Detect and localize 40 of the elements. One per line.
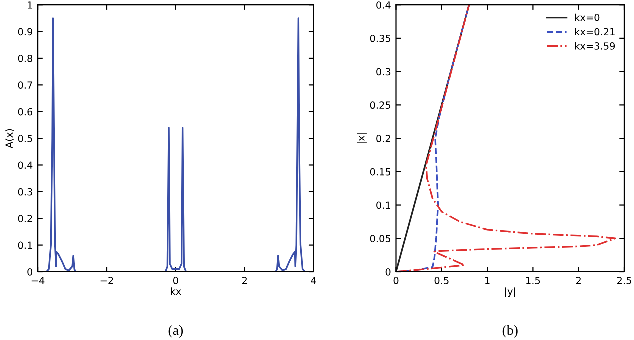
x-tick-label: −4 xyxy=(32,277,45,284)
x-tick-label: 4 xyxy=(311,277,316,284)
y-tick-label: 0.7 xyxy=(18,82,32,89)
y-tick-label: 0.35 xyxy=(370,34,391,42)
legend-label: kx=0.21 xyxy=(575,28,615,36)
x-tick-label: 2 xyxy=(242,277,247,284)
y-tick-label: 0.5 xyxy=(18,135,32,142)
x-tick-label: 2 xyxy=(576,277,581,284)
y-tick-label: 0.2 xyxy=(376,135,390,142)
x-tick-label: 0 xyxy=(173,277,178,284)
x-axis-title: kx xyxy=(171,288,182,296)
y-tick-label: 1 xyxy=(28,2,32,9)
y-tick-label: 0.3 xyxy=(18,188,32,196)
y-tick-label: 0.6 xyxy=(18,108,33,116)
x-tick-label: 0.5 xyxy=(434,277,449,284)
y-tick-label: 0.15 xyxy=(370,168,391,176)
y-tick-label: 0.9 xyxy=(18,28,32,36)
y-tick-label: 0.05 xyxy=(370,235,391,242)
y-tick-label: 0 xyxy=(386,268,391,276)
y-axis-title: A(x) xyxy=(6,129,14,148)
text: (b) xyxy=(502,325,518,338)
y-tick-label: 0 xyxy=(28,268,33,276)
y-tick-label: 0.4 xyxy=(18,162,33,170)
y-axis-title: |x| xyxy=(357,134,367,144)
x-tick-label: 2.5 xyxy=(617,277,632,284)
x-tick-label: 1 xyxy=(486,277,490,284)
x-tick-label: −2 xyxy=(100,277,114,284)
x-axis-title: |y| xyxy=(505,288,516,298)
x-tick-label: 0 xyxy=(394,277,399,284)
x-tick-label: 1.5 xyxy=(526,277,540,284)
y-tick-label: 0.1 xyxy=(376,202,390,210)
legend-label: kx=0 xyxy=(575,14,600,22)
text: (a) xyxy=(168,325,184,338)
y-tick-label: 0.8 xyxy=(18,54,33,62)
y-tick-label: 0.1 xyxy=(18,242,32,250)
y-tick-label: 0.2 xyxy=(18,215,32,222)
y-tick-label: 0.25 xyxy=(370,102,391,110)
y-tick-label: 0.4 xyxy=(376,2,391,9)
y-tick-label: 0.3 xyxy=(376,68,391,76)
legend-label: kx=3.59 xyxy=(575,42,616,50)
